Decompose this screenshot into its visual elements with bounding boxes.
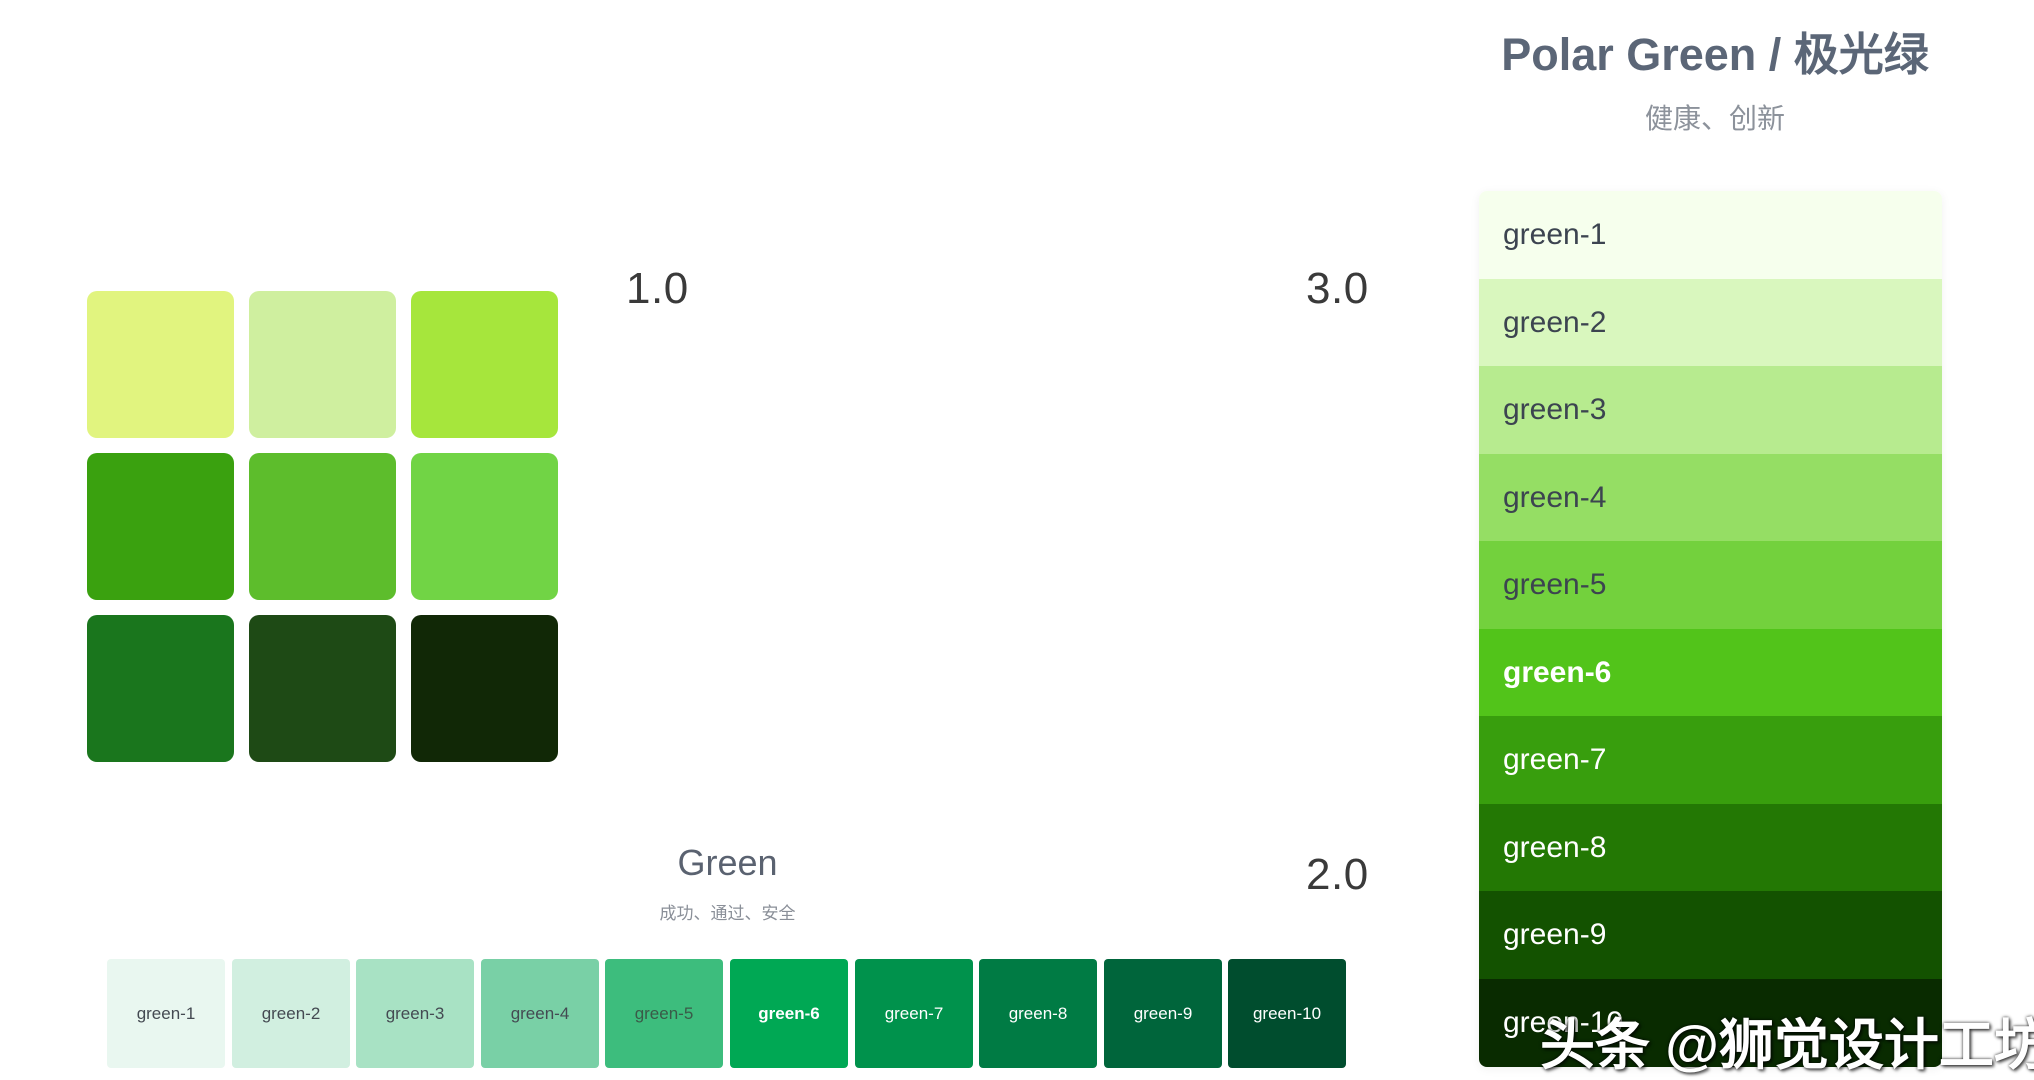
v1-swatch-grid [87, 291, 560, 764]
v1-swatch-6 [411, 453, 558, 600]
v2-palette-title: Green [677, 842, 778, 883]
v3-swatch-1: green-1 [1479, 191, 1942, 279]
v2-swatch-9: green-9 [1104, 959, 1222, 1068]
v1-swatch-5 [249, 453, 396, 600]
v1-swatch-9 [411, 615, 558, 762]
v1-swatch-8 [249, 615, 396, 762]
watermark: 头条 @狮觉设计工坊 [1540, 1014, 2034, 1076]
v3-swatch-7: green-7 [1479, 716, 1942, 804]
version-label-3: 3.0 [1306, 264, 1369, 313]
version-label-1: 1.0 [626, 264, 689, 313]
v3-swatch-9: green-9 [1479, 891, 1942, 979]
v2-swatch-3: green-3 [356, 959, 474, 1068]
v1-swatch-3 [411, 291, 558, 438]
v1-swatch-4 [87, 453, 234, 600]
v2-swatch-7: green-7 [855, 959, 973, 1068]
v3-palette-title: Polar Green / 极光绿 [1501, 29, 1929, 80]
v3-swatch-2: green-2 [1479, 279, 1942, 367]
v3-swatch-8: green-8 [1479, 804, 1942, 892]
v2-swatch-4: green-4 [481, 959, 599, 1068]
version-label-2: 2.0 [1306, 850, 1369, 899]
v2-swatch-row: green-1 green-2 green-3 green-4 green-5 green… [107, 959, 1351, 1069]
v2-palette-subtitle: 成功、通过、安全 [659, 904, 796, 923]
v2-swatch-10: green-10 [1228, 959, 1346, 1068]
v2-swatch-8: green-8 [979, 959, 1097, 1068]
v3-swatch-column: green-1 green-2 green-3 green-4 green-5 green… [1479, 191, 1942, 1067]
v3-swatch-3: green-3 [1479, 366, 1942, 454]
v2-swatch-2: green-2 [232, 959, 350, 1068]
v3-swatch-5: green-5 [1479, 541, 1942, 629]
v1-swatch-2 [249, 291, 396, 438]
v2-swatch-6: green-6 [730, 959, 848, 1068]
v3-swatch-6: green-6 [1479, 629, 1942, 717]
v1-swatch-7 [87, 615, 234, 762]
v2-swatch-5: green-5 [605, 959, 723, 1068]
v1-swatch-1 [87, 291, 234, 438]
v3-palette-subtitle: 健康、创新 [1644, 103, 1785, 134]
v3-swatch-4: green-4 [1479, 454, 1942, 542]
v2-swatch-1: green-1 [107, 959, 225, 1068]
v3-swatch-10: green-10 [1479, 979, 1942, 1067]
